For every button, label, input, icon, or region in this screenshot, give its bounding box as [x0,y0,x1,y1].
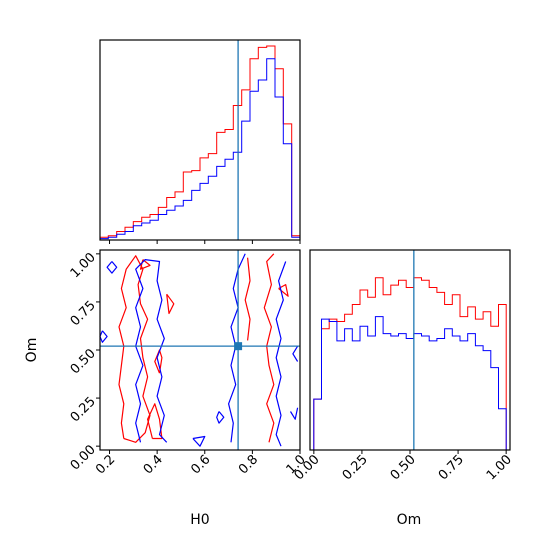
h0-hist-red-series [99,45,301,240]
contour-red-line [118,255,151,443]
h0-histogram-panel [99,39,301,244]
om-ytick-label: 0.50 [68,346,99,377]
contour-blue-line [106,261,118,274]
om-x-axis-label: Om [397,512,422,528]
om-hist-blue-series [313,316,507,450]
om-ytick-label: 0.75 [68,298,99,329]
h0-xtick-label: 0.4 [141,452,166,477]
om-hist-frame [309,249,511,451]
contour-red-line [166,293,175,315]
om-ytick-label: 0.25 [68,394,99,425]
contour-blue-line [135,259,168,443]
h0-xtick-label: 0.6 [188,452,213,477]
contour-red-line [147,403,163,440]
contour-red-line [278,284,289,297]
contour-red-line [263,253,275,443]
contour-red-line [244,257,251,341]
om-y-axis-label: Om [24,338,40,363]
h0-hist-frame [99,39,301,241]
contour-panel: 0.2 0.4 0.6 0.8 1.00.000.250.500.751.00 [68,249,309,477]
h0-xtick-label: 0.2 [93,452,118,477]
h0-axis-label: H0 [190,512,209,528]
om-xtick-label: 0.50 [388,452,419,483]
h0-xtick-label: 0.8 [236,452,261,477]
contour-blue-line [99,330,108,343]
contour-blue-line [292,345,299,362]
contour-blue-line [289,407,299,420]
contour-blue-line [275,261,287,447]
om-histogram-panel: 0.00 0.25 0.50 0.75 1.00 [292,249,515,483]
om-xtick-label: 1.00 [484,452,515,483]
contour-blue-line [192,435,206,447]
om-xtick-label: 0.75 [436,452,467,483]
h0-hist-blue-series [99,58,301,240]
om-xtick-label: 0.25 [340,452,371,483]
contour-blue-line [216,411,225,424]
contour-truth-marker [234,342,243,351]
om-hist-red-series [313,277,507,450]
om-ytick-label: 1.00 [68,250,99,281]
contour-red-line [139,259,151,270]
